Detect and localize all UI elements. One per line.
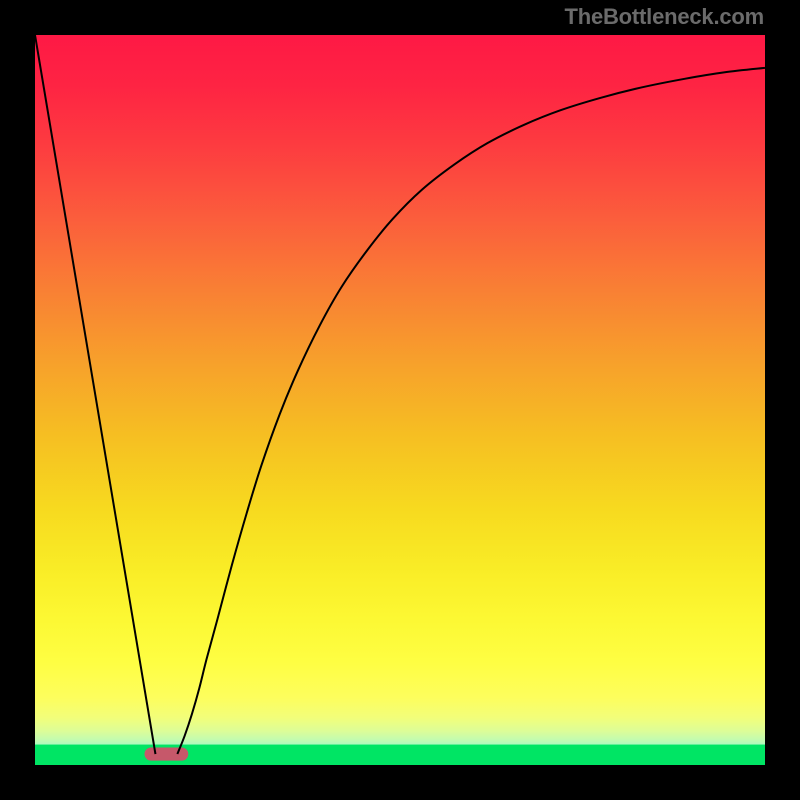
curve-right-segment [177, 68, 765, 754]
curve-layer [35, 35, 765, 765]
watermark-text: TheBottleneck.com [564, 4, 764, 30]
plot-area [35, 35, 765, 765]
chart-outer-frame: TheBottleneck.com [0, 0, 800, 800]
curve-left-segment [35, 35, 155, 754]
